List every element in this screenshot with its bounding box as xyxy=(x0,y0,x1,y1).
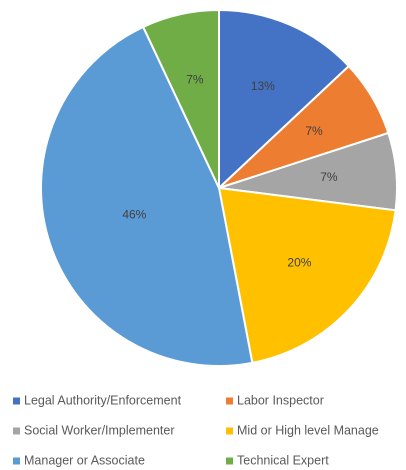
pie-slice xyxy=(218,8,351,191)
pie-slice xyxy=(40,25,254,367)
pie-slice xyxy=(141,8,220,189)
legend-swatch xyxy=(13,397,20,405)
legend-label: Labor Inspector xyxy=(237,393,324,407)
data-label: 7% xyxy=(305,124,323,138)
pie-slice xyxy=(217,186,397,365)
data-label: 7% xyxy=(320,170,338,184)
legend-label: Manager or Associate xyxy=(24,453,145,467)
legend: Legal Authority/Enforcement Labor Inspect… xyxy=(13,393,379,467)
legend-swatch xyxy=(226,397,233,405)
legend-swatch xyxy=(13,427,20,435)
data-label: 13% xyxy=(251,79,275,93)
data-label: 7% xyxy=(186,72,204,86)
legend-swatch xyxy=(226,427,233,435)
legend-label: Legal Authority/Enforcement xyxy=(24,393,182,407)
legend-label: Mid or High level Manage xyxy=(237,423,379,437)
legend-label: Technical Expert xyxy=(237,453,329,467)
data-label: 20% xyxy=(287,256,311,270)
pie: 13% 7% 7% 20% 46% 7% xyxy=(40,8,398,367)
legend-label: Social Worker/Implementer xyxy=(24,423,175,437)
legend-swatch xyxy=(226,457,233,465)
legend-swatch xyxy=(13,457,20,465)
data-label: 46% xyxy=(122,208,146,222)
